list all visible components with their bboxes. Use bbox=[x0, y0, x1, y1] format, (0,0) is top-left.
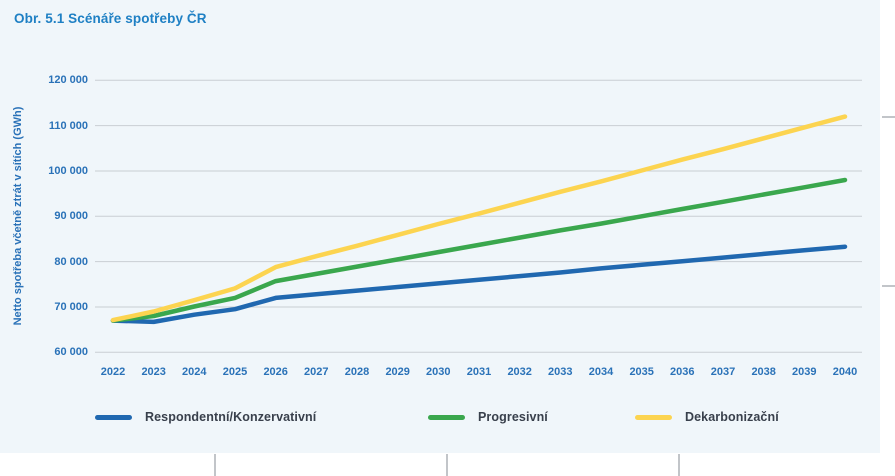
x-tick-label: 2039 bbox=[792, 366, 817, 378]
legend-color-dash bbox=[428, 414, 465, 420]
y-tick-label: 70 000 bbox=[54, 301, 88, 313]
x-tick-label: 2040 bbox=[832, 366, 858, 378]
bottom-edge-tick bbox=[214, 454, 216, 476]
x-tick-label: 2029 bbox=[385, 366, 410, 378]
x-tick-label: 2037 bbox=[710, 366, 736, 378]
y-tick-label: 100 000 bbox=[48, 165, 88, 177]
x-tick-label: 2027 bbox=[304, 366, 329, 378]
x-tick-label: 2025 bbox=[222, 366, 248, 378]
bottom-edge-tick bbox=[678, 454, 680, 476]
series-line-dekarboniza-n bbox=[110, 114, 848, 323]
legend-item-dekarboniza-n: Dekarbonizační bbox=[635, 410, 779, 424]
legend-color-dash bbox=[95, 414, 132, 420]
x-tick-label: 2035 bbox=[629, 366, 654, 378]
right-edge-tick bbox=[882, 116, 895, 118]
x-tick-label: 2023 bbox=[141, 366, 166, 378]
right-edge-tick bbox=[882, 285, 895, 287]
x-tick-label: 2026 bbox=[263, 366, 288, 378]
x-tick-label: 2038 bbox=[751, 366, 776, 378]
legend-item-respondentn-konzervativn: Respondentní/Konzervativní bbox=[95, 410, 316, 424]
x-tick-label: 2034 bbox=[588, 366, 614, 378]
figure-title: Obr. 5.1 Scénáře spotřeby ČR bbox=[14, 11, 207, 26]
y-tick-label: 90 000 bbox=[54, 210, 88, 223]
x-tick-label: 2032 bbox=[507, 366, 532, 378]
bottom-edge-tick bbox=[446, 454, 448, 476]
line-chart bbox=[95, 79, 862, 353]
chart-panel: Obr. 5.1 Scénáře spotřeby ČR Netto spotř… bbox=[0, 0, 880, 453]
legend-label: Progresivní bbox=[478, 410, 548, 424]
y-tick-label: 110 000 bbox=[48, 119, 88, 132]
series-line-progresivn bbox=[110, 177, 848, 323]
series-line-respondentn-konzervativn bbox=[110, 244, 848, 325]
legend-item-progresivn: Progresivní bbox=[428, 410, 548, 424]
legend-label: Dekarbonizační bbox=[685, 410, 779, 424]
x-tick-label: 2036 bbox=[670, 366, 695, 378]
legend-color-dash bbox=[635, 414, 672, 420]
y-tick-label: 120 000 bbox=[48, 74, 88, 87]
x-tick-label: 2031 bbox=[466, 366, 492, 378]
x-tick-label: 2030 bbox=[426, 366, 451, 378]
legend-label: Respondentní/Konzervativní bbox=[145, 410, 317, 424]
x-tick-label: 2028 bbox=[344, 366, 370, 378]
x-tick-label: 2024 bbox=[182, 366, 207, 378]
y-axis-title: Netto spotřeba včetně ztrát v sítích (GW… bbox=[12, 106, 24, 326]
y-tick-label: 60 000 bbox=[54, 346, 88, 359]
y-tick-label: 80 000 bbox=[54, 255, 88, 268]
x-tick-label: 2033 bbox=[548, 366, 573, 378]
x-tick-label: 2022 bbox=[100, 366, 126, 378]
